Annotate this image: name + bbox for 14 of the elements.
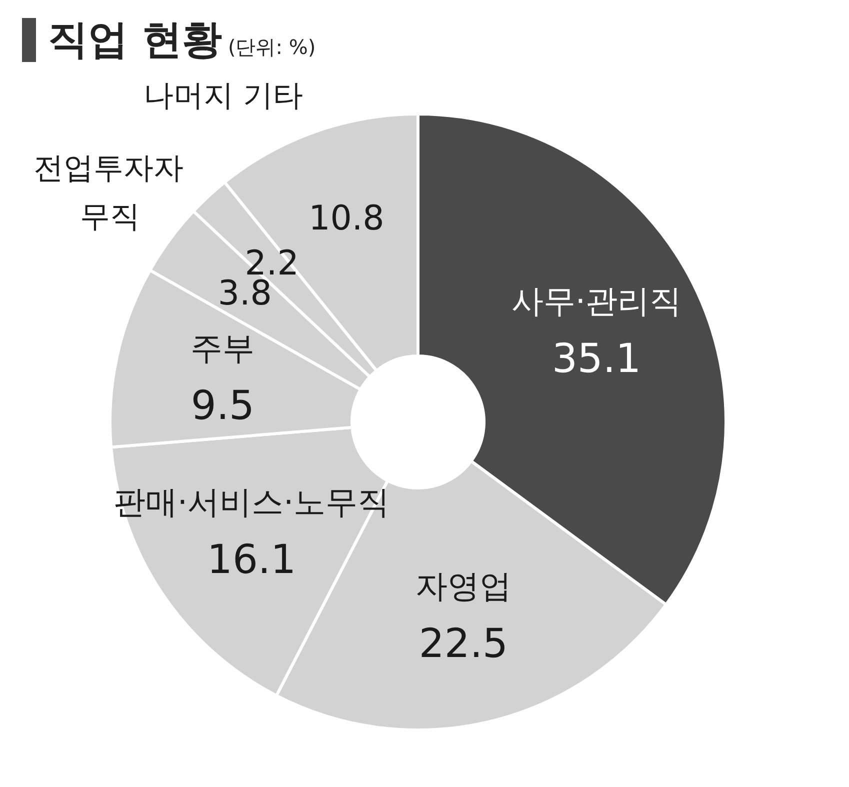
chart-subtitle: (단위: %) [228, 34, 316, 61]
data-label: 9.5 [190, 382, 254, 429]
slice-label: 나머지 기타 [144, 78, 304, 114]
slice-label: 무직 [80, 199, 140, 234]
slice-label: 판매·서비스·노무직 [113, 482, 390, 521]
slice-label: 전업투자자 [33, 151, 184, 186]
slice-label: 주부 [190, 328, 255, 367]
data-label: 22.5 [418, 620, 508, 667]
data-label: 16.1 [207, 536, 296, 583]
data-label: 35.1 [552, 336, 642, 382]
chart-title: 직업 현황 [48, 17, 222, 63]
data-label: 10.8 [308, 198, 384, 238]
slice-label: 자영업 [415, 566, 512, 605]
slice-label: 사무·관리직 [511, 282, 682, 320]
